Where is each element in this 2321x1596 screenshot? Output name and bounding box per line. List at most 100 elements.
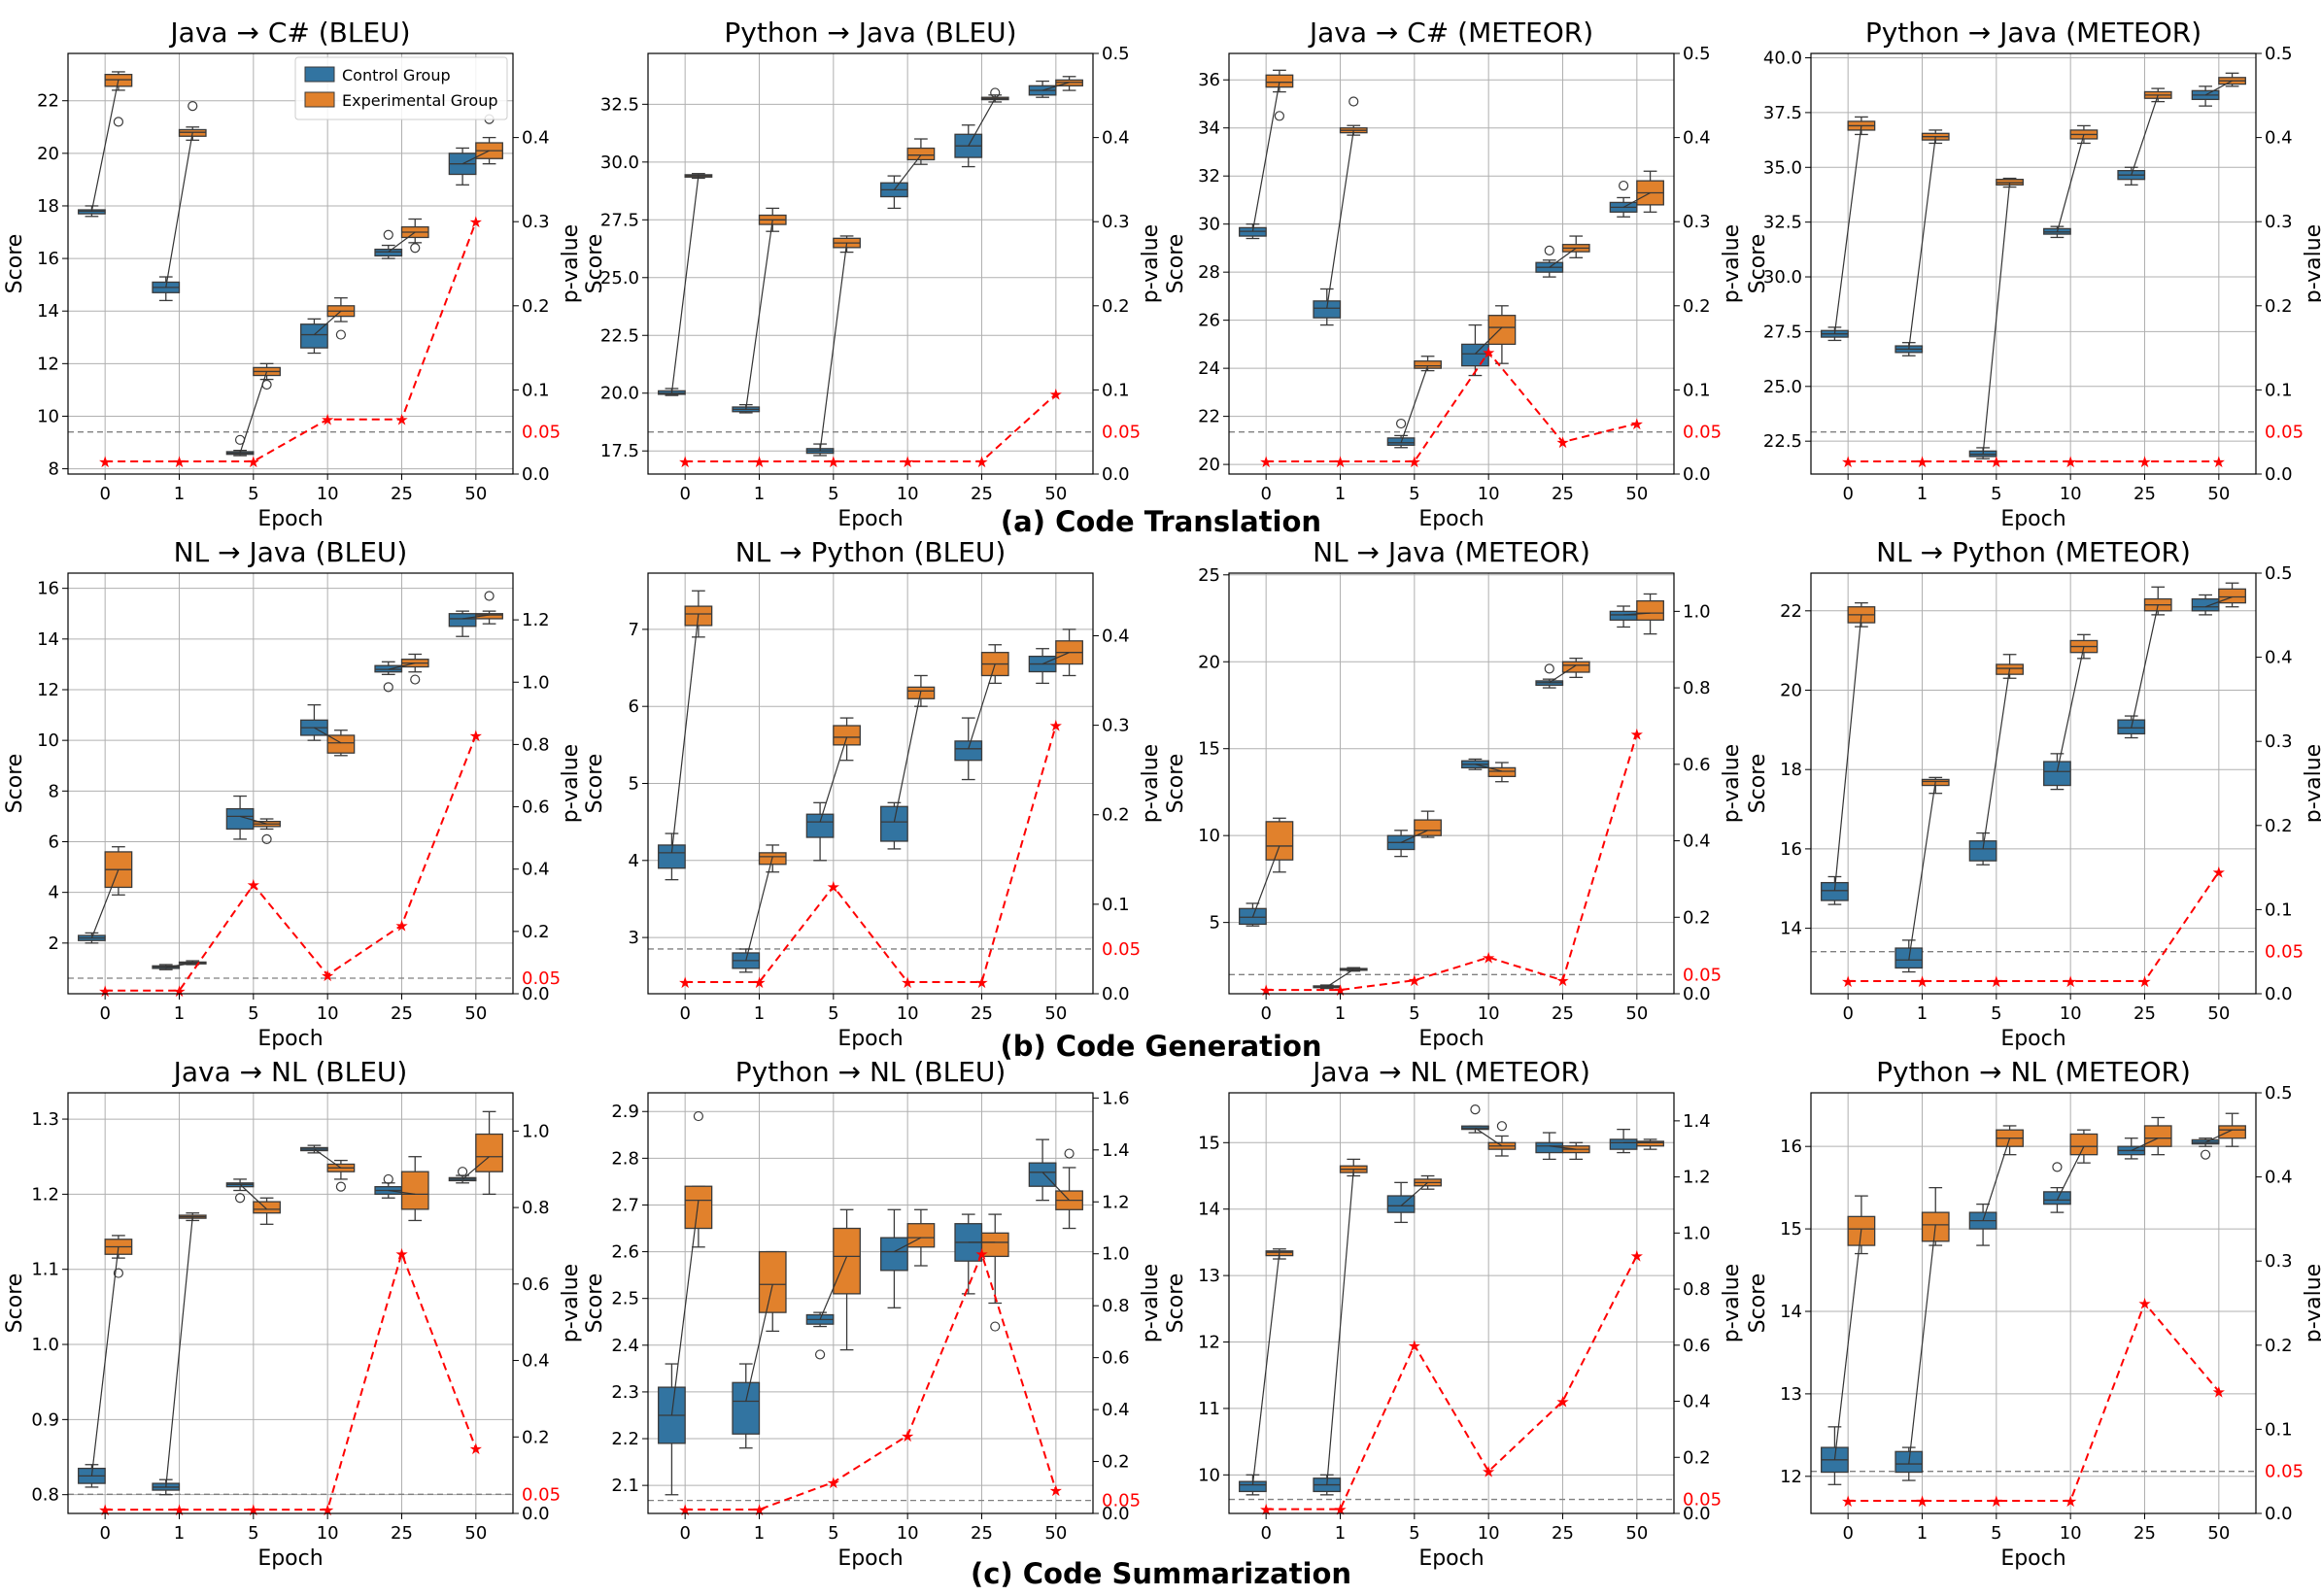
experimental-outlier: [990, 87, 1001, 98]
median-connector: [2131, 94, 2159, 176]
x-tick-label: 50: [1625, 1523, 1648, 1544]
median-connector: [90, 868, 119, 938]
median-connector: [1475, 1127, 1503, 1147]
chart-panel: ★ ★ ★ ★ ★ ★ 0.8 0.9 1.0 1.1 1.2 1.3 0.0 0.2 0.4 0.6 0.8 1…: [3, 1056, 583, 1571]
threshold-label: 0.05: [2265, 423, 2304, 443]
p-value-marker: ★: [1915, 453, 1928, 471]
y2-tick-label: 0.6: [522, 798, 550, 818]
median-connector: [1041, 82, 1070, 91]
y2-tick-label: 0.4: [1102, 1400, 1130, 1420]
x-tick-label: 0: [1842, 484, 1853, 504]
x-tick-label: 5: [1409, 1523, 1419, 1544]
y-tick-label: 2.8: [611, 1148, 639, 1169]
median-connector: [1251, 845, 1280, 918]
y2-tick-label: 0.1: [522, 380, 550, 400]
median-connector: [1400, 830, 1428, 843]
y2-tick-label: 1.0: [1683, 601, 1711, 622]
p-value-marker: ★: [1990, 453, 2003, 471]
experimental-outlier: [484, 591, 495, 601]
y2-tick-label: 0.8: [1683, 678, 1711, 698]
p-value-marker: ★: [1990, 1492, 2003, 1511]
experimental-box: [475, 1133, 503, 1172]
threshold-label: 0.05: [1683, 423, 1722, 443]
p-value-marker: ★: [469, 1440, 483, 1458]
chart-title: Java → C# (BLEU): [168, 17, 410, 49]
legend-swatch: [304, 91, 335, 108]
plot-frame: [67, 52, 514, 475]
y2-tick-label: 0.3: [1102, 212, 1130, 232]
p-value-marker: ★: [2064, 972, 2077, 991]
x-axis-label: Epoch: [2000, 1027, 2065, 1051]
y-tick-label: 11: [1198, 1399, 1220, 1419]
chart-panel: ★ ★ ★★ ★★8101214161820220.00.10.20.30.40.05…: [3, 17, 583, 531]
median-connector: [1326, 130, 1354, 309]
y2-axis-label: p-value: [1720, 224, 1744, 303]
p-value-marker: ★: [678, 1501, 692, 1519]
x-tick-label: 1: [1917, 1003, 1928, 1024]
x-tick-label: 1: [174, 1003, 185, 1024]
threshold-label: 0.05: [1683, 965, 1722, 985]
x-tick-label: 5: [1409, 484, 1419, 504]
x-tick-label: 1: [754, 484, 765, 504]
experimental-box: [833, 725, 861, 746]
y-tick-label: 28: [1198, 262, 1220, 283]
p-value-marker: ★: [1555, 1393, 1569, 1411]
threshold-label: 0.05: [1102, 939, 1141, 960]
experimental-box: [2143, 1125, 2172, 1147]
section-title-generation: (b) Code Generation: [1000, 1030, 1321, 1063]
x-tick-label: 50: [464, 1523, 487, 1544]
median-connector: [239, 815, 267, 825]
median-connector: [461, 150, 490, 165]
chart-title: Java → NL (BLEU): [172, 1056, 408, 1088]
y-tick-label: 13: [1198, 1266, 1220, 1286]
y-axis-label: Score: [1746, 1273, 1770, 1334]
x-tick-label: 25: [391, 1523, 413, 1544]
median-connector: [819, 243, 848, 452]
x-tick-label: 10: [2060, 1523, 2082, 1544]
p-value-line: [685, 1250, 1057, 1511]
p-value-marker: ★: [2212, 453, 2226, 471]
y-tick-label: 1.3: [31, 1109, 59, 1130]
control-outlier: [383, 229, 393, 240]
median-connector: [2204, 595, 2233, 608]
y2-tick-label: 0.6: [522, 1274, 550, 1295]
y-tick-label: 30.0: [600, 153, 639, 173]
y2-tick-label: 0.0: [1683, 984, 1711, 1004]
y2-tick-label: 0.0: [1102, 984, 1130, 1004]
control-box: [374, 248, 403, 257]
median-connector: [1041, 1172, 1071, 1202]
threshold-label: 0.05: [522, 1484, 561, 1505]
y-tick-label: 22: [1780, 601, 1802, 622]
control-box: [225, 807, 255, 831]
y2-tick-label: 0.6: [1683, 1336, 1711, 1356]
y-tick-label: 12: [1198, 1333, 1220, 1353]
median-connector: [1833, 614, 1862, 891]
plot-frame: [1810, 1092, 2257, 1514]
y2-tick-label: 0.2: [2265, 816, 2293, 836]
x-tick-label: 50: [2207, 1523, 2230, 1544]
y2-tick-label: 1.0: [522, 1121, 550, 1141]
median-connector: [2056, 134, 2085, 232]
y-tick-label: 40.0: [1763, 49, 1802, 69]
median-connector: [1475, 764, 1503, 772]
experimental-box: [2069, 1133, 2099, 1156]
p-value-marker: ★: [1333, 453, 1347, 471]
x-tick-label: 0: [679, 1523, 690, 1544]
median-connector: [388, 662, 416, 670]
y2-tick-label: 0.3: [522, 212, 550, 232]
chart-panel: ★ ★ ★ ★ ★ ★ 14 16 18 20 22 0.0 0.1 0.2 0.3 0.4 0.5 0.05 0 1…: [1746, 536, 2321, 1051]
y-tick-label: 27.5: [600, 210, 639, 230]
y-tick-label: 7: [629, 620, 639, 640]
y-axis-label: Score: [3, 234, 27, 294]
threshold-label: 0.05: [1102, 423, 1141, 443]
y-tick-label: 12: [37, 680, 59, 700]
y-tick-label: 14: [1780, 919, 1802, 939]
p-value-marker: ★: [469, 727, 483, 745]
y-tick-label: 22: [1198, 407, 1220, 427]
median-connector: [1908, 1224, 1936, 1465]
y-tick-label: 2.6: [611, 1242, 639, 1263]
y-tick-label: 20: [37, 144, 59, 164]
x-tick-label: 1: [1917, 484, 1928, 504]
p-value-marker: ★: [1990, 972, 2003, 991]
